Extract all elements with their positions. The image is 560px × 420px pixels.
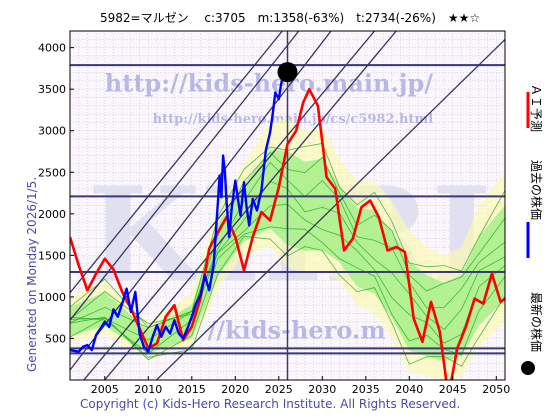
y-tick-label: 500	[45, 332, 66, 345]
y-tick-label: 2500	[38, 166, 66, 179]
copyright-footer: Copyright (c) Kids-Hero Research Institu…	[80, 397, 460, 411]
x-tick-label: 2030	[308, 383, 336, 396]
watermark-bottom: //kids-hero.m	[207, 315, 385, 344]
x-tick-label: 2020	[221, 383, 249, 396]
forecast-band-strand	[70, 235, 505, 367]
generated-date-label: Generated on Monday 2026/1/5.	[25, 177, 39, 372]
current-price-marker	[277, 62, 298, 83]
trend-line	[70, 31, 283, 294]
chart-title: 5982=マルゼン c:3705 m:1358(-63%) t:2734(-26…	[100, 11, 480, 25]
y-tick-label: 1000	[38, 291, 66, 304]
forecast-band-inner	[70, 149, 505, 362]
x-tick-label: 2040	[395, 383, 423, 396]
y-tick-label: 2000	[38, 208, 66, 221]
x-tick-label: 2035	[352, 383, 380, 396]
x-tick-label: 2015	[178, 383, 206, 396]
y-tick-label: 1500	[38, 249, 66, 262]
legend-current-swatch	[521, 361, 535, 375]
trend-line	[103, 31, 397, 380]
x-tick-label: 2025	[265, 383, 293, 396]
watermark-url: http://kids-hero.main.jp/	[105, 69, 433, 98]
y-tick-label: 3500	[38, 83, 66, 96]
ai-forecast-series	[70, 87, 505, 380]
x-tick-label: 2010	[134, 383, 162, 396]
x-tick-label: 2050	[482, 383, 510, 396]
y-tick-label: 4000	[38, 42, 66, 55]
x-tick-label: 2005	[91, 383, 119, 396]
past-price-series	[70, 71, 289, 353]
forecast-band-strand	[70, 143, 505, 329]
watermark-url-2: http://kids-hero.main.jp/cs/c5982.html	[153, 112, 434, 127]
plot-area: KHRIhttp://kids-hero.main.jp/http://kids…	[70, 31, 505, 380]
legend-current-label: 最新の株価	[529, 292, 544, 352]
x-tick-label: 2045	[439, 383, 467, 396]
trend-line	[70, 31, 300, 321]
y-tick-label: 3000	[38, 125, 66, 138]
trend-line	[82, 31, 375, 380]
legend-past-label: 過去の株価	[529, 160, 544, 220]
trend-line	[155, 38, 505, 380]
legend-ai-label: ＡＩ予測	[529, 84, 543, 132]
plot-frame	[69, 30, 506, 381]
